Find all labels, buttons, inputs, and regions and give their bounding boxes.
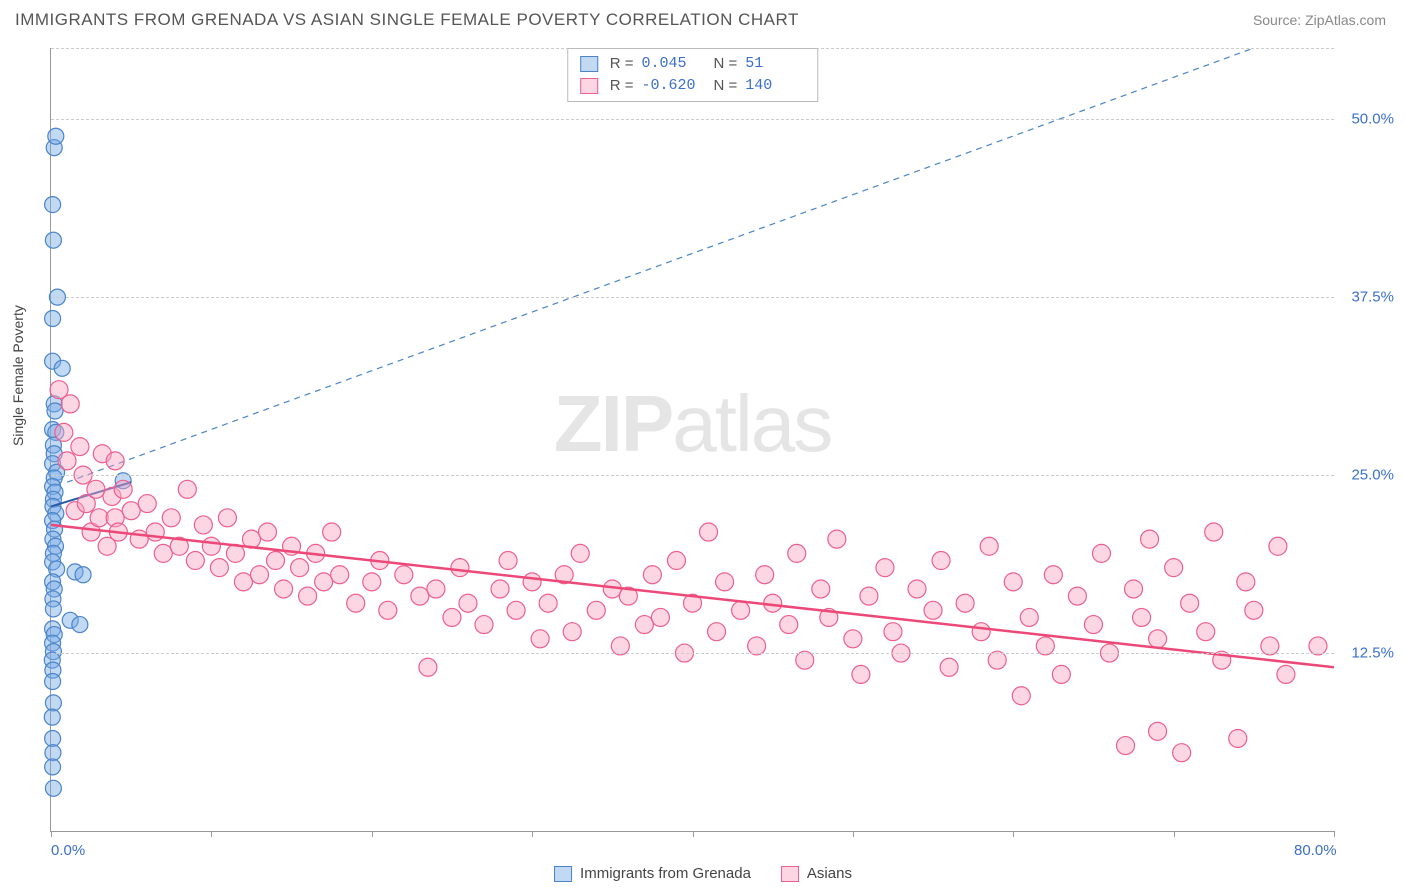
y-axis-title: Single Female Poverty bbox=[10, 305, 26, 446]
x-tick-label: 80.0% bbox=[1294, 842, 1337, 859]
chart-plot-area: ZIPatlas R = 0.045 N = 51 R = -0.620 N =… bbox=[50, 48, 1334, 832]
header: IMMIGRANTS FROM GRENADA VS ASIAN SINGLE … bbox=[0, 0, 1406, 35]
stats-row-series-1: R = 0.045 N = 51 bbox=[580, 53, 806, 75]
legend-bottom: Immigrants from Grenada Asians bbox=[554, 865, 852, 882]
stats-row-series-2: R = -0.620 N = 140 bbox=[580, 75, 806, 97]
y-tick-label: 50.0% bbox=[1351, 111, 1394, 128]
swatch-blue bbox=[554, 866, 572, 882]
chart-title: IMMIGRANTS FROM GRENADA VS ASIAN SINGLE … bbox=[15, 10, 799, 30]
y-tick-label: 37.5% bbox=[1351, 289, 1394, 306]
legend-item-asians: Asians bbox=[781, 865, 852, 882]
swatch-pink bbox=[580, 78, 598, 94]
scatter-plot-svg bbox=[51, 48, 1334, 831]
stats-legend: R = 0.045 N = 51 R = -0.620 N = 140 bbox=[567, 48, 819, 102]
y-tick-label: 25.0% bbox=[1351, 467, 1394, 484]
swatch-pink bbox=[781, 866, 799, 882]
y-tick-label: 12.5% bbox=[1351, 645, 1394, 662]
swatch-blue bbox=[580, 56, 598, 72]
x-tick-label: 0.0% bbox=[51, 842, 85, 859]
source-attribution: Source: ZipAtlas.com bbox=[1253, 12, 1386, 28]
legend-item-grenada: Immigrants from Grenada bbox=[554, 865, 751, 882]
